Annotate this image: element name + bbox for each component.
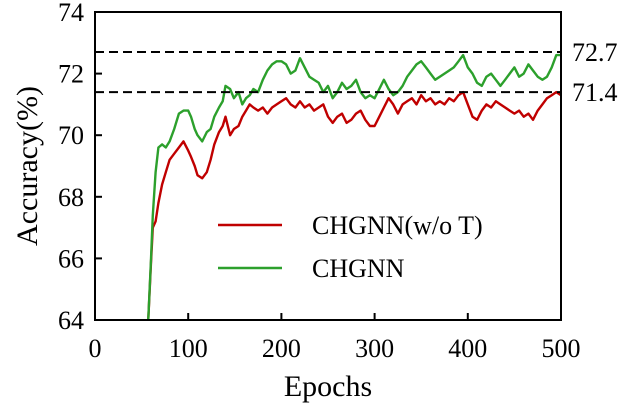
y-tick-label: 72 [58,60,84,89]
y-axis-label: Accuracy(%) [11,86,44,246]
plot-frame [94,11,562,321]
y-tick-label: 64 [58,306,84,335]
x-tick-label: 200 [262,334,301,363]
x-tick-label: 500 [542,334,581,363]
legend: CHGNN(w/o T) CHGNN [218,211,483,283]
x-tick-label: 300 [355,334,394,363]
y-tick-label: 74 [58,0,84,27]
reference-label-1: 72.7 [572,38,618,67]
series-line-chgnn-w-o-t [147,90,561,320]
y-tick-label: 70 [58,121,84,150]
x-tick-label: 100 [169,334,208,363]
x-axis-label: Epochs [284,370,372,403]
reference-label-2: 71.4 [572,78,618,107]
x-tick-label: 0 [89,334,102,363]
x-axis-ticks: 0 100 200 300 400 500 [89,313,581,363]
series-line-chgnn [147,53,561,320]
x-tick-label: 400 [448,334,487,363]
reference-lines: 72.7 71.4 [95,38,618,107]
y-tick-label: 68 [58,183,84,212]
legend-label-chgnn-w-o-t: CHGNN(w/o T) [312,211,483,240]
y-tick-label: 66 [58,244,84,273]
y-axis-ticks: 64 66 68 70 72 74 [58,0,102,335]
legend-label-chgnn: CHGNN [312,254,405,283]
series-layer [147,53,561,320]
